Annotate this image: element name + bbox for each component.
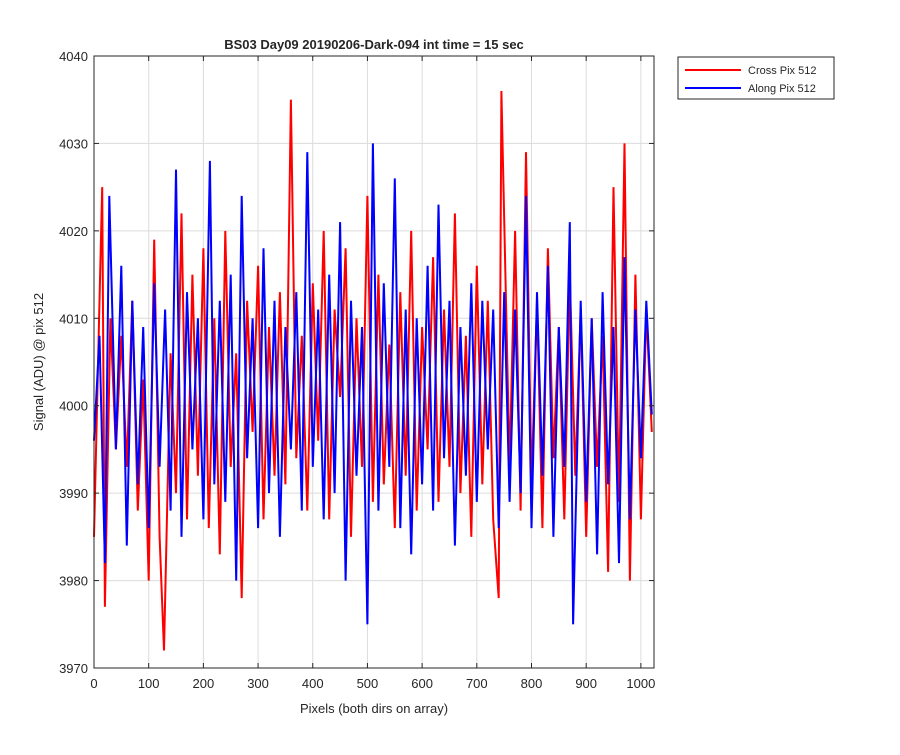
x-tick-label: 700 [466, 676, 488, 691]
chart-title: BS03 Day09 20190206-Dark-094 int time = … [224, 37, 524, 52]
y-tick-label: 3970 [59, 661, 88, 676]
y-tick-label: 3980 [59, 574, 88, 589]
legend[interactable]: Cross Pix 512 Along Pix 512 [677, 56, 835, 100]
legend-box [677, 56, 835, 100]
y-tick-label: 4000 [59, 399, 88, 414]
x-tick-label: 100 [138, 676, 160, 691]
x-tick-label: 400 [302, 676, 324, 691]
y-axis: 3970 3980 3990 4000 4010 4020 4030 4040 [59, 49, 654, 676]
legend-label-along: Along Pix 512 [748, 83, 816, 95]
y-tick-label: 4010 [59, 311, 88, 326]
x-tick-label: 500 [357, 676, 379, 691]
x-tick-label: 600 [411, 676, 433, 691]
x-tick-label: 800 [521, 676, 543, 691]
x-tick-label: 0 [90, 676, 97, 691]
y-tick-label: 4030 [59, 136, 88, 151]
x-tick-label: 900 [575, 676, 597, 691]
plot-area [93, 90, 653, 651]
axes-frame [93, 55, 655, 669]
y-tick-label: 3990 [59, 486, 88, 501]
x-tick-label: 200 [193, 676, 215, 691]
x-axis: 0 100 200 300 400 500 600 700 800 900 1000 [90, 56, 655, 691]
x-tick-label: 300 [247, 676, 269, 691]
x-axis-label: Pixels (both dirs on array) [300, 701, 448, 716]
y-tick-label: 4020 [59, 224, 88, 239]
legend-label-cross: Cross Pix 512 [748, 65, 816, 77]
series-line-along-pix-512 [93, 143, 653, 625]
y-tick-label: 4040 [59, 49, 88, 64]
y-axis-label: Signal (ADU) @ pix 512 [31, 293, 46, 431]
x-tick-label: 1000 [626, 676, 655, 691]
